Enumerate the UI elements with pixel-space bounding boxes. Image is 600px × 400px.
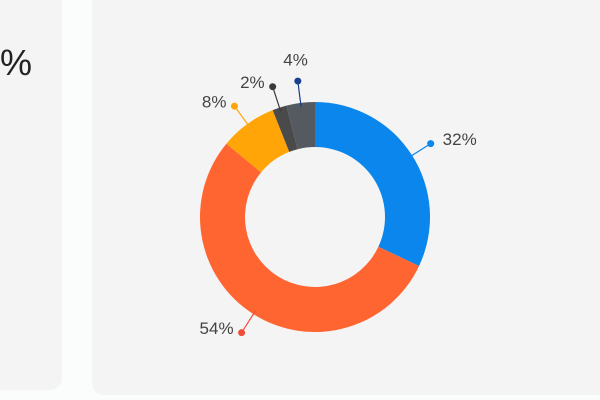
leader-line	[233, 105, 251, 128]
leader-dot	[269, 83, 277, 91]
leader-dot	[238, 329, 246, 337]
leader-line	[297, 81, 302, 107]
donut-segment	[226, 110, 290, 173]
donut-segment	[286, 102, 315, 150]
leader-line	[272, 86, 282, 112]
data-label: 2%	[240, 73, 265, 92]
chart-card	[92, 0, 600, 395]
leader-dot	[230, 102, 238, 110]
data-label: 4%	[283, 51, 308, 70]
donut-segment	[200, 143, 420, 332]
left-card	[0, 0, 62, 390]
leader-line	[241, 310, 257, 333]
leader-dot	[294, 77, 302, 85]
donut-segment	[315, 102, 430, 266]
left-card-value: %	[0, 42, 33, 83]
donut-segment	[272, 105, 298, 152]
leader-dot	[427, 140, 435, 148]
leader-line	[408, 143, 431, 159]
data-label: 8%	[202, 93, 227, 112]
data-label: 54%	[200, 319, 234, 338]
data-label: 32%	[443, 130, 477, 149]
